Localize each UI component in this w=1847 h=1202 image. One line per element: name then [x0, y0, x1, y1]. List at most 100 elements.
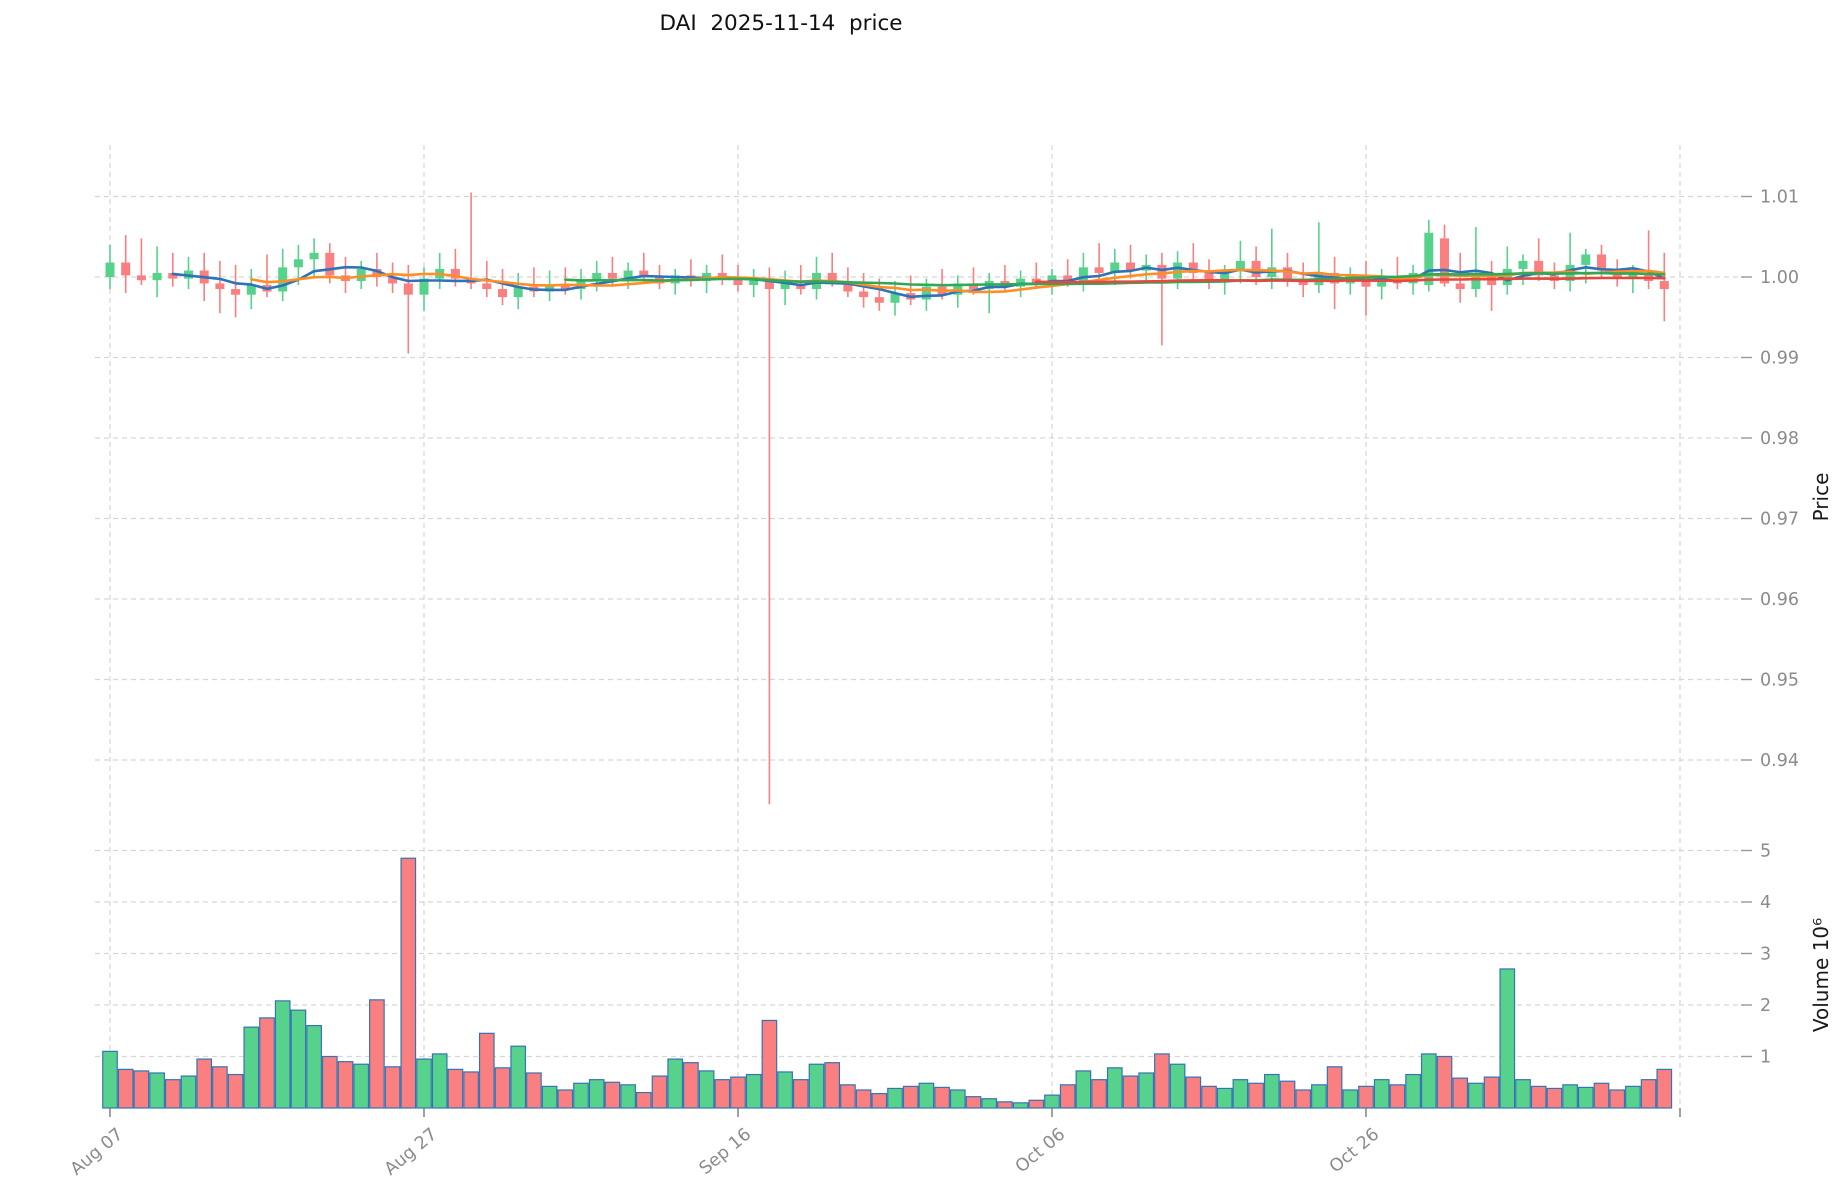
date-tick-label: Sep 16	[696, 1125, 755, 1179]
candle-body	[733, 278, 743, 286]
candle-body	[1063, 275, 1073, 282]
volume-bar	[1468, 1082, 1484, 1109]
candle-body	[1440, 238, 1449, 284]
axis-ticks-and-labels-layer: 1.01 1.00 0.99 0.98 0.97 0.96 0.95 0.94 1 2 3 4 5 Aug…	[67, 188, 1799, 1180]
candle-body	[874, 297, 884, 303]
candle-body	[1110, 262, 1120, 273]
volume-bar	[369, 999, 385, 1109]
ma-line-60	[1035, 276, 1666, 284]
volume-bar	[478, 1032, 495, 1109]
candle-body	[607, 272, 617, 279]
candle-body	[639, 270, 649, 277]
candle-body	[764, 278, 774, 290]
volume-bar	[792, 1079, 809, 1109]
volume-bar	[337, 1061, 354, 1109]
candle-body	[560, 285, 570, 290]
volume-bar	[353, 1063, 370, 1109]
volume-bar	[416, 1058, 432, 1109]
volume-bar	[180, 1075, 197, 1109]
candle-body	[152, 272, 162, 281]
volume-bar	[667, 1058, 684, 1109]
volume-bar	[1075, 1070, 1092, 1109]
volume-bar	[730, 1076, 746, 1109]
volume-bar	[635, 1091, 652, 1109]
candle-body	[1502, 268, 1512, 286]
volume-tick-label: 2	[1760, 996, 1771, 1016]
candle-body	[293, 259, 303, 268]
candle-body	[121, 262, 131, 276]
volume-bar	[274, 1000, 291, 1109]
candle-body	[1597, 254, 1606, 271]
candle-body	[1126, 262, 1135, 271]
candle-body	[1581, 254, 1591, 265]
volume-bar	[1483, 1076, 1500, 1109]
volume-bar	[1154, 1053, 1170, 1109]
volume-bar	[1091, 1079, 1107, 1109]
candle-body	[1157, 264, 1167, 279]
candle-body	[498, 289, 507, 298]
volume-bar	[698, 1070, 715, 1109]
volume-tick-label: 3	[1760, 945, 1771, 965]
volume-bar	[133, 1070, 150, 1109]
volume-bar	[1138, 1072, 1155, 1109]
candle-body	[1204, 272, 1214, 282]
volume-bar	[1232, 1079, 1249, 1109]
volume-bar	[510, 1045, 527, 1109]
volume-bar	[1640, 1079, 1657, 1109]
volume-bar	[777, 1071, 793, 1109]
volume-bar	[1609, 1089, 1626, 1109]
price-tick-label: 0.97	[1760, 510, 1799, 530]
candle-body	[1659, 281, 1669, 290]
volume-bar	[981, 1098, 998, 1109]
volume-tick-label: 4	[1760, 893, 1771, 913]
candle-body	[890, 293, 900, 303]
volume-bar	[902, 1085, 919, 1109]
candle-body	[450, 268, 460, 279]
volume-bar	[1311, 1084, 1327, 1109]
candle-body	[1455, 283, 1465, 290]
candle-body	[1078, 267, 1088, 282]
volume-bar	[714, 1079, 731, 1109]
volume-bar	[573, 1082, 589, 1109]
volume-bar	[1562, 1084, 1578, 1109]
volume-bar	[1216, 1087, 1233, 1109]
volume-bar	[117, 1068, 134, 1109]
candle-body	[1471, 275, 1481, 290]
candle-body	[1173, 262, 1183, 279]
volume-tick-label: 5	[1760, 842, 1771, 862]
volume-bar	[1106, 1067, 1123, 1109]
volume-bar	[1169, 1063, 1186, 1109]
candle-body	[1518, 260, 1528, 269]
volume-bar	[212, 1066, 228, 1109]
volume-tick-label: 1	[1760, 1048, 1771, 1068]
volume-bar	[1452, 1077, 1469, 1109]
volume-bar	[745, 1073, 762, 1109]
candle-body	[309, 252, 319, 260]
volume-bar	[557, 1089, 574, 1109]
candle-body	[827, 272, 837, 282]
candle-body	[1047, 275, 1057, 284]
volume-bar	[1044, 1094, 1060, 1109]
volume-bar	[400, 857, 417, 1109]
candle-body	[1094, 267, 1104, 273]
candle-body	[246, 285, 256, 295]
volume-bar	[463, 1071, 479, 1109]
date-tick-label: Oct 26	[1326, 1125, 1383, 1178]
chart-title: DAI 2025-11-14 price	[659, 11, 902, 36]
candle-body	[513, 286, 523, 298]
candle-body	[372, 268, 382, 277]
volume-bar	[1389, 1084, 1406, 1109]
volume-bar	[541, 1085, 558, 1109]
candle-body	[623, 270, 633, 279]
volume-bar	[306, 1024, 322, 1109]
candle-body	[1283, 267, 1292, 279]
volume-bar	[1499, 968, 1516, 1109]
volume-bar	[1059, 1084, 1076, 1109]
candle-body	[231, 289, 241, 295]
volume-bar	[149, 1072, 165, 1109]
volume-bar	[384, 1066, 401, 1109]
volume-bar	[259, 1017, 275, 1109]
volume-bar	[243, 1026, 260, 1109]
volume-bar	[1546, 1087, 1563, 1109]
volume-bar	[1295, 1089, 1312, 1109]
